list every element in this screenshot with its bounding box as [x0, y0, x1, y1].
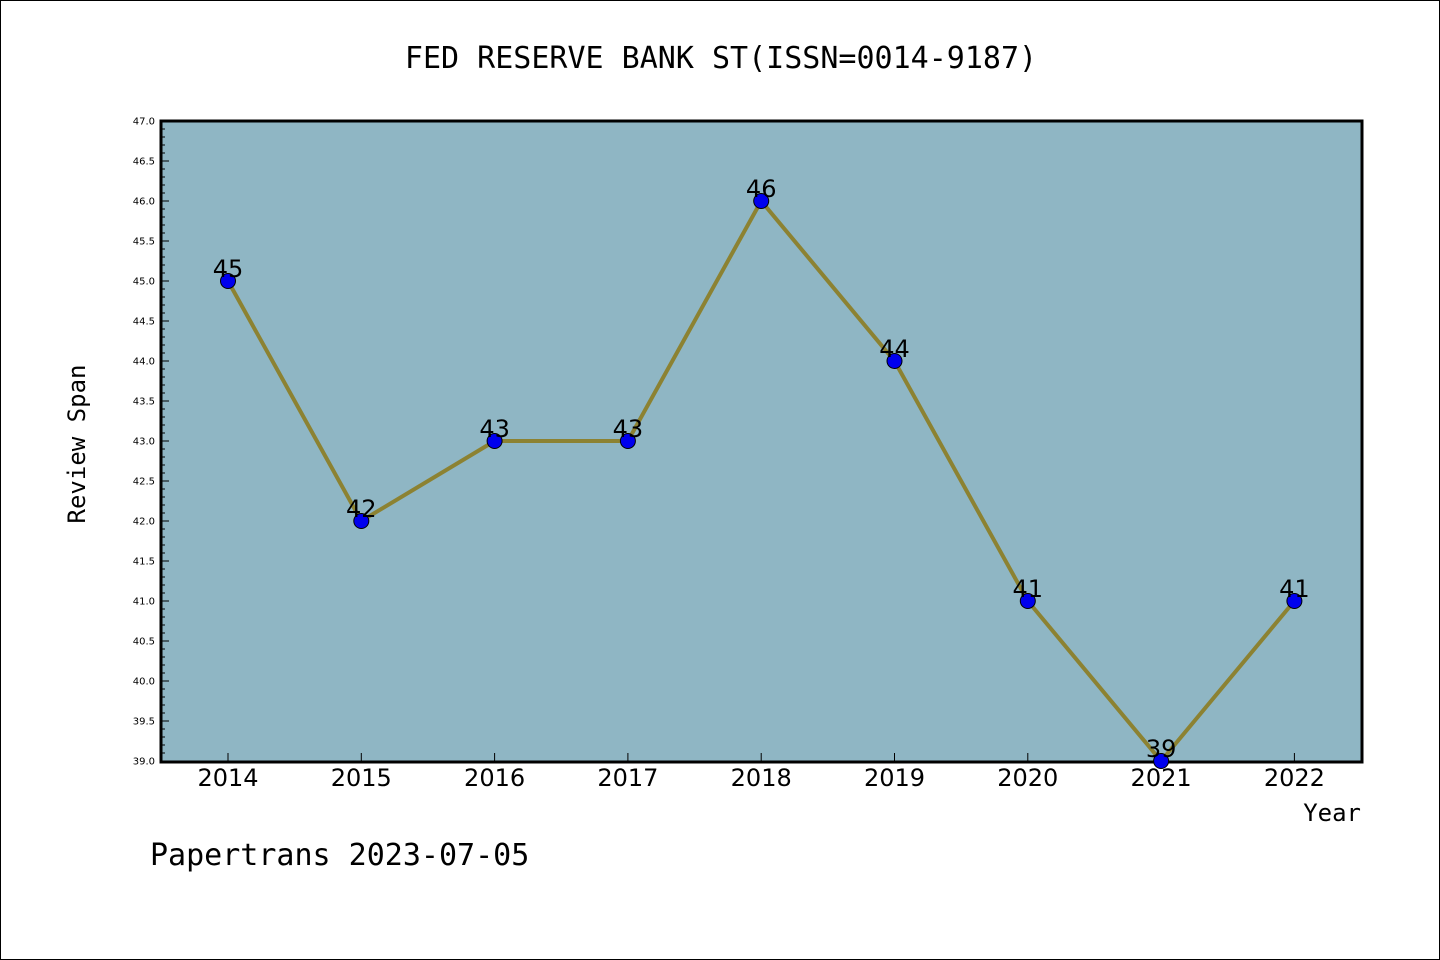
- data-label: 43: [479, 415, 510, 443]
- series-layer: [220, 193, 1303, 769]
- data-point: [753, 193, 770, 209]
- x-tick-label: 2018: [731, 764, 792, 792]
- y-tick-label: 41.0: [133, 597, 155, 608]
- data-point: [886, 353, 903, 369]
- y-tick-label: 43.5: [133, 397, 155, 408]
- x-tick-label: 2020: [997, 764, 1058, 792]
- footer-text: Papertrans 2023-07-05: [150, 838, 529, 873]
- data-label: 43: [613, 415, 644, 443]
- y-tick-label: 40.5: [133, 637, 155, 648]
- data-point: [1286, 593, 1303, 609]
- data-label: 39: [1146, 735, 1177, 763]
- y-tick-label: 40.0: [133, 677, 155, 688]
- x-tick-label: 2022: [1264, 764, 1325, 792]
- y-tick-label: 46.5: [133, 157, 155, 168]
- data-point: [220, 273, 236, 289]
- chart-title: FED RESERVE BANK ST(ISSN=0014-9187): [405, 41, 1037, 76]
- x-tick-label: 2016: [464, 764, 525, 792]
- data-label-layer: 45 42 43 43 46 44 41 39 41: [213, 175, 1310, 763]
- plot-area: [159, 119, 1364, 764]
- x-tick-label: 2017: [597, 764, 658, 792]
- data-point: [353, 513, 370, 529]
- y-tick-label: 43.0: [133, 437, 155, 448]
- y-tick-label: 47.0: [133, 117, 155, 128]
- y-tick-label: 39.5: [133, 717, 155, 728]
- data-label: 41: [1279, 575, 1310, 603]
- y-tick-label: 41.5: [133, 557, 155, 568]
- y-tick-label: 45.0: [133, 277, 155, 288]
- data-label: 45: [213, 255, 244, 283]
- data-label: 42: [346, 495, 377, 523]
- y-tick-label: 46.0: [133, 197, 155, 208]
- data-point: [1019, 593, 1036, 609]
- x-axis-label: Year: [1303, 799, 1361, 827]
- y-tick-label: 44.5: [133, 317, 155, 328]
- y-tick-label: 44.0: [133, 357, 155, 368]
- y-tick-label: 39.0: [133, 757, 155, 768]
- x-tick-label: 2014: [197, 764, 258, 792]
- y-axis-label: Review Span: [63, 365, 91, 524]
- y-tick-label: 42.5: [133, 477, 155, 488]
- data-point: [619, 433, 636, 449]
- y-axis: 39.0 39.5 40.0 40.5 41.0 41.5 42.0 42.5 43.0 43.5…: [133, 117, 169, 768]
- data-label: 44: [879, 335, 910, 363]
- x-tick-label: 2015: [331, 764, 392, 792]
- data-label: 41: [1013, 575, 1044, 603]
- y-tick-label: 45.5: [133, 237, 155, 248]
- x-tick-label: 2019: [864, 764, 925, 792]
- data-label: 46: [746, 175, 777, 203]
- y-tick-label: 42.0: [133, 517, 155, 528]
- data-point: [1153, 753, 1170, 769]
- data-point: [486, 433, 503, 449]
